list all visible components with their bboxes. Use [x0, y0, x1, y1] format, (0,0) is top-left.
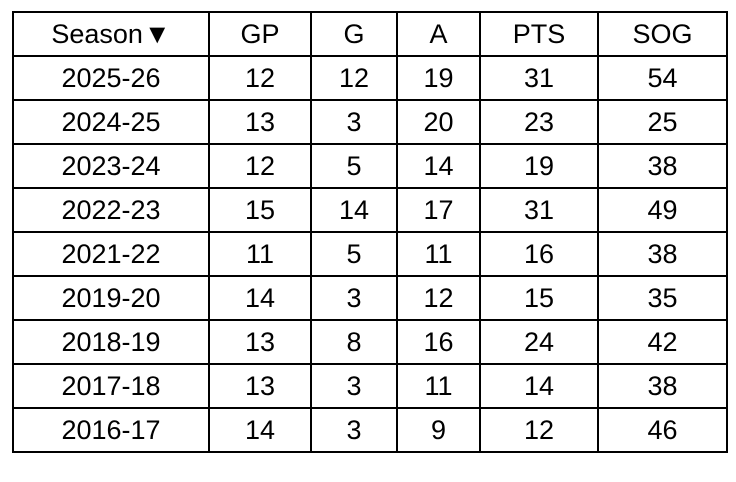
cell-g: 3: [310, 363, 398, 409]
cell-pts: 23: [479, 99, 599, 145]
cell-a: 20: [396, 99, 481, 145]
cell-pts: 16: [479, 231, 599, 277]
cell-sog: 54: [597, 55, 728, 101]
cell-pts: 15: [479, 275, 599, 321]
cell-g: 3: [310, 99, 398, 145]
cell-a: 14: [396, 143, 481, 189]
cell-pts: 31: [479, 187, 599, 233]
cell-sog: 46: [597, 407, 728, 453]
cell-sog: 42: [597, 319, 728, 365]
table-row: 2016-17 14 3 9 12 46: [12, 407, 728, 453]
cell-sog: 25: [597, 99, 728, 145]
cell-g: 3: [310, 407, 398, 453]
cell-a: 12: [396, 275, 481, 321]
table-row: 2022-23 15 14 17 31 49: [12, 187, 728, 233]
sort-descending-icon: ▼: [143, 19, 171, 49]
cell-gp: 14: [208, 407, 312, 453]
cell-g: 8: [310, 319, 398, 365]
table-row: 2021-22 11 5 11 16 38: [12, 231, 728, 277]
table-row: 2023-24 12 5 14 19 38: [12, 143, 728, 189]
table-row: 2019-20 14 3 12 15 35: [12, 275, 728, 321]
cell-season: 2017-18: [12, 363, 210, 409]
cell-sog: 38: [597, 231, 728, 277]
cell-season: 2021-22: [12, 231, 210, 277]
cell-a: 17: [396, 187, 481, 233]
header-row: Season▼ GP G A PTS SOG: [12, 11, 728, 57]
cell-g: 14: [310, 187, 398, 233]
column-header-season[interactable]: Season▼: [12, 11, 210, 57]
column-header-g[interactable]: G: [310, 11, 398, 57]
cell-g: 3: [310, 275, 398, 321]
cell-g: 5: [310, 143, 398, 189]
cell-gp: 15: [208, 187, 312, 233]
season-stats-table: Season▼ GP G A PTS SOG 2025-26 12 12 19 …: [12, 11, 728, 453]
cell-pts: 14: [479, 363, 599, 409]
cell-season: 2022-23: [12, 187, 210, 233]
cell-sog: 38: [597, 143, 728, 189]
table-row: 2024-25 13 3 20 23 25: [12, 99, 728, 145]
cell-gp: 13: [208, 99, 312, 145]
cell-season: 2024-25: [12, 99, 210, 145]
cell-g: 12: [310, 55, 398, 101]
cell-sog: 38: [597, 363, 728, 409]
table-row: 2018-19 13 8 16 24 42: [12, 319, 728, 365]
table-row: 2017-18 13 3 11 14 38: [12, 363, 728, 409]
column-header-season-label: Season: [51, 19, 143, 49]
cell-pts: 12: [479, 407, 599, 453]
cell-season: 2019-20: [12, 275, 210, 321]
cell-sog: 49: [597, 187, 728, 233]
cell-g: 5: [310, 231, 398, 277]
cell-gp: 12: [208, 143, 312, 189]
cell-pts: 31: [479, 55, 599, 101]
column-header-pts[interactable]: PTS: [479, 11, 599, 57]
column-header-gp[interactable]: GP: [208, 11, 312, 57]
cell-gp: 12: [208, 55, 312, 101]
cell-season: 2023-24: [12, 143, 210, 189]
cell-a: 11: [396, 231, 481, 277]
cell-a: 9: [396, 407, 481, 453]
cell-a: 16: [396, 319, 481, 365]
table-row: 2025-26 12 12 19 31 54: [12, 55, 728, 101]
cell-season: 2016-17: [12, 407, 210, 453]
cell-season: 2025-26: [12, 55, 210, 101]
cell-gp: 13: [208, 319, 312, 365]
cell-sog: 35: [597, 275, 728, 321]
column-header-sog[interactable]: SOG: [597, 11, 728, 57]
column-header-a[interactable]: A: [396, 11, 481, 57]
cell-gp: 13: [208, 363, 312, 409]
cell-gp: 11: [208, 231, 312, 277]
cell-a: 11: [396, 363, 481, 409]
cell-pts: 24: [479, 319, 599, 365]
cell-a: 19: [396, 55, 481, 101]
cell-gp: 14: [208, 275, 312, 321]
cell-pts: 19: [479, 143, 599, 189]
cell-season: 2018-19: [12, 319, 210, 365]
